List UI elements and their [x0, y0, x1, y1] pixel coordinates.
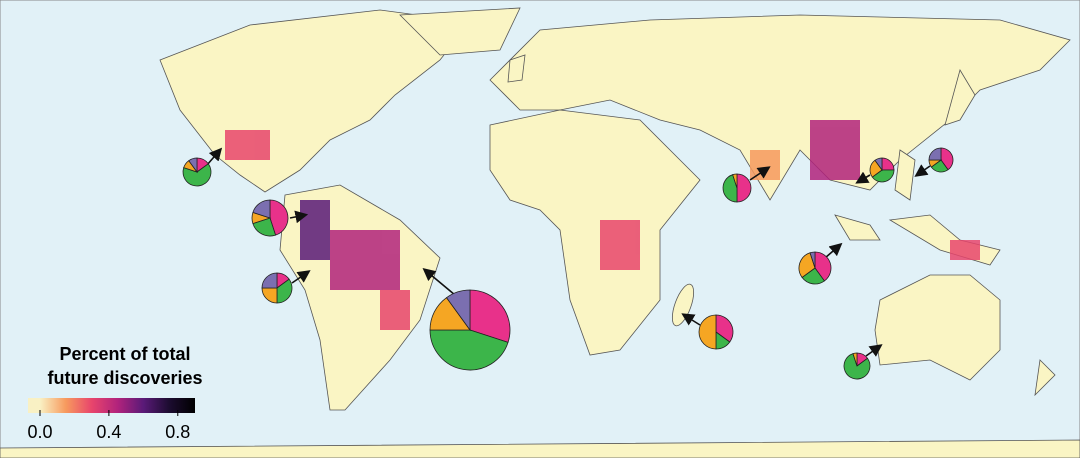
pie-slice	[736, 173, 752, 203]
pie	[928, 147, 954, 173]
pie-slice	[445, 289, 471, 332]
legend-title: Percent of total	[59, 344, 190, 364]
colorbar	[40, 398, 195, 413]
pie-slice	[798, 252, 816, 278]
pie-slice	[852, 352, 858, 367]
pie-slice	[269, 199, 289, 236]
pie-slice	[871, 169, 895, 183]
pie	[843, 352, 871, 380]
pie-slice	[874, 157, 883, 172]
arrows	[206, 147, 931, 357]
pie-slice	[928, 147, 942, 161]
pie-slice	[182, 163, 212, 187]
pie-slice	[698, 314, 717, 350]
pie	[182, 157, 212, 187]
pie-slice	[188, 157, 198, 174]
pie-slice	[732, 173, 738, 189]
pie-slice	[261, 272, 278, 289]
pie	[261, 272, 293, 304]
pie-slice	[276, 278, 293, 304]
colorbar-tick-label: 0.4	[96, 422, 121, 442]
colorbar-na	[28, 398, 40, 413]
pie	[798, 251, 832, 285]
pie-slice	[252, 199, 271, 219]
pie-slice	[809, 251, 816, 269]
pie	[251, 199, 289, 237]
pie-slice	[715, 314, 734, 343]
colorbar-tick-label: 0.0	[27, 422, 52, 442]
pie-slice	[843, 353, 871, 380]
pie-slice	[814, 251, 832, 282]
pie	[722, 173, 752, 203]
legend-title: future discoveries	[47, 368, 202, 388]
pie-slice	[469, 289, 511, 343]
pie	[429, 289, 511, 371]
pie-slice	[722, 174, 738, 203]
pie	[869, 157, 895, 183]
pie-slice	[940, 147, 954, 171]
hotspots	[225, 120, 980, 330]
pie	[698, 314, 734, 350]
colorbar-tick-label: 0.8	[165, 422, 190, 442]
pie-slice	[429, 329, 509, 371]
